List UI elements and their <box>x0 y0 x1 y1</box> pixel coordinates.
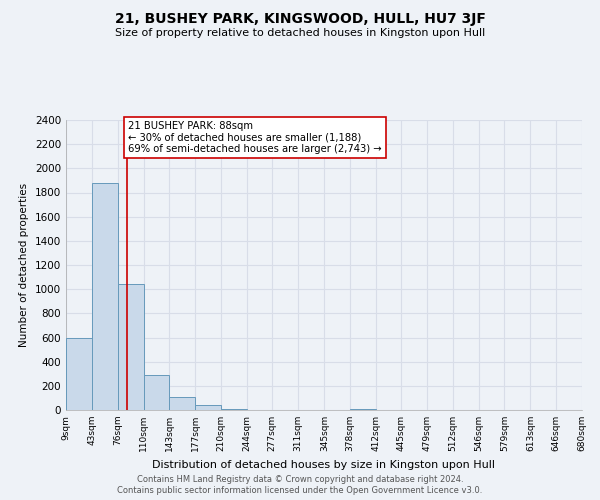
Y-axis label: Number of detached properties: Number of detached properties <box>19 183 29 347</box>
Bar <box>66 338 92 410</box>
Bar <box>92 183 118 410</box>
Text: 21 BUSHEY PARK: 88sqm
← 30% of detached houses are smaller (1,188)
69% of semi-d: 21 BUSHEY PARK: 88sqm ← 30% of detached … <box>128 121 382 154</box>
X-axis label: Distribution of detached houses by size in Kingston upon Hull: Distribution of detached houses by size … <box>152 460 496 469</box>
Bar <box>221 409 247 410</box>
Bar <box>143 375 169 410</box>
Text: Size of property relative to detached houses in Kingston upon Hull: Size of property relative to detached ho… <box>115 28 485 38</box>
Bar <box>195 405 221 410</box>
Bar <box>118 284 143 410</box>
Bar <box>350 409 376 410</box>
Text: Contains HM Land Registry data © Crown copyright and database right 2024.: Contains HM Land Registry data © Crown c… <box>137 475 463 484</box>
Text: 21, BUSHEY PARK, KINGSWOOD, HULL, HU7 3JF: 21, BUSHEY PARK, KINGSWOOD, HULL, HU7 3J… <box>115 12 485 26</box>
Text: Contains public sector information licensed under the Open Government Licence v3: Contains public sector information licen… <box>118 486 482 495</box>
Bar <box>169 396 195 410</box>
